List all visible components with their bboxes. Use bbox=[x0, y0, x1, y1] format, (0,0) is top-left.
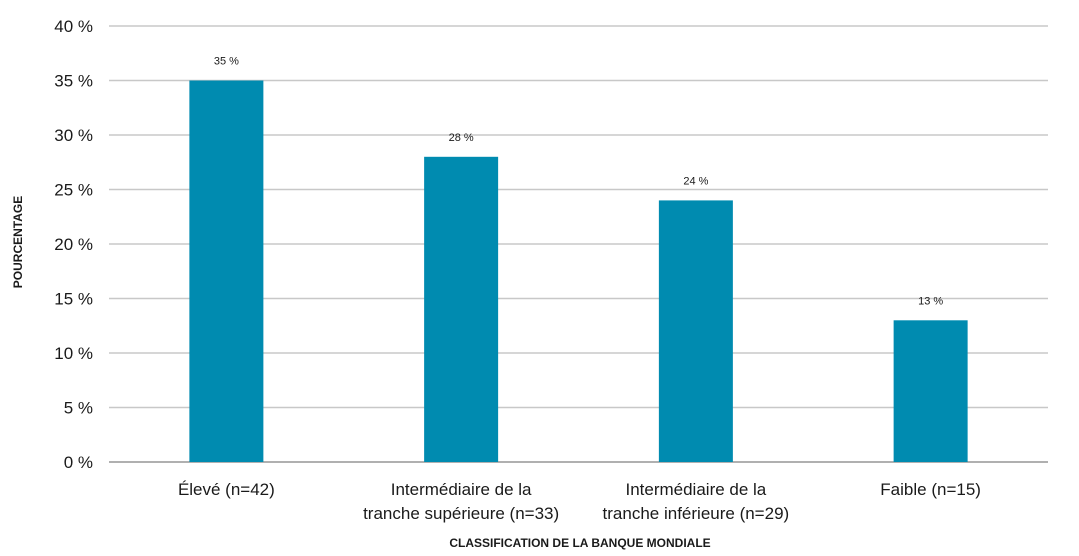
x-category-label: Élevé (n=42) bbox=[178, 480, 275, 499]
y-axis-title: POURCENTAGE bbox=[11, 196, 25, 288]
y-tick-label: 5 % bbox=[64, 399, 93, 418]
y-axis-ticks: 0 % 5 % 10 % 15 % 20 % 25 % 30 % 35 % 40 % bbox=[54, 17, 93, 472]
bar bbox=[658, 200, 733, 462]
x-axis-title: CLASSIFICATION DE LA BANQUE MONDIALE bbox=[449, 536, 710, 550]
x-category-label: tranche inférieure (n=29) bbox=[603, 504, 790, 523]
x-category-label: Faible (n=15) bbox=[880, 480, 981, 499]
y-tick-label: 35 % bbox=[54, 72, 93, 91]
bars bbox=[189, 80, 968, 463]
y-tick-label: 30 % bbox=[54, 126, 93, 145]
bar bbox=[189, 80, 264, 462]
x-category-label: tranche supérieure (n=33) bbox=[363, 504, 559, 523]
data-labels: 35 % 28 % 24 % 13 % bbox=[214, 56, 944, 308]
data-label: 28 % bbox=[449, 132, 474, 144]
y-tick-label: 25 % bbox=[54, 181, 93, 200]
y-tick-label: 40 % bbox=[54, 17, 93, 36]
y-tick-label: 10 % bbox=[54, 344, 93, 363]
y-tick-label: 15 % bbox=[54, 290, 93, 309]
data-label: 35 % bbox=[214, 56, 239, 68]
data-label: 13 % bbox=[918, 295, 943, 307]
x-category-label: Intermédiaire de la bbox=[625, 480, 766, 499]
x-axis-categories: Élevé (n=42) Intermédiaire de la tranche s… bbox=[178, 480, 981, 523]
bar bbox=[424, 156, 499, 463]
gridlines bbox=[109, 25, 1048, 463]
x-category-label: Intermédiaire de la bbox=[391, 480, 532, 499]
y-tick-label: 0 % bbox=[64, 453, 93, 472]
y-tick-label: 20 % bbox=[54, 235, 93, 254]
bar bbox=[893, 320, 968, 462]
data-label: 24 % bbox=[683, 175, 708, 187]
